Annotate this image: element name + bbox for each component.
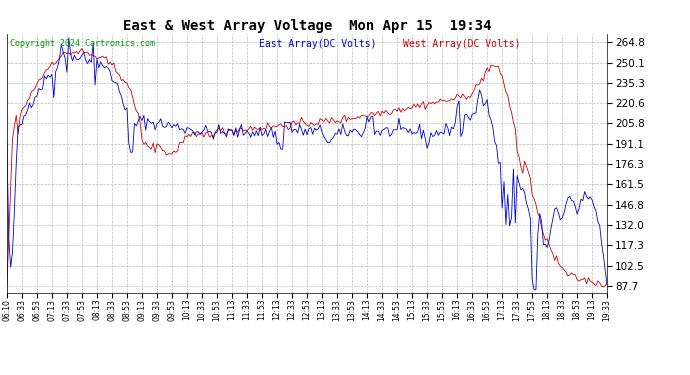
- Title: East & West Array Voltage  Mon Apr 15  19:34: East & West Array Voltage Mon Apr 15 19:…: [123, 19, 491, 33]
- Text: Copyright 2024 Cartronics.com: Copyright 2024 Cartronics.com: [10, 39, 155, 48]
- Text: East Array(DC Volts): East Array(DC Volts): [259, 39, 377, 49]
- Text: West Array(DC Volts): West Array(DC Volts): [403, 39, 520, 49]
